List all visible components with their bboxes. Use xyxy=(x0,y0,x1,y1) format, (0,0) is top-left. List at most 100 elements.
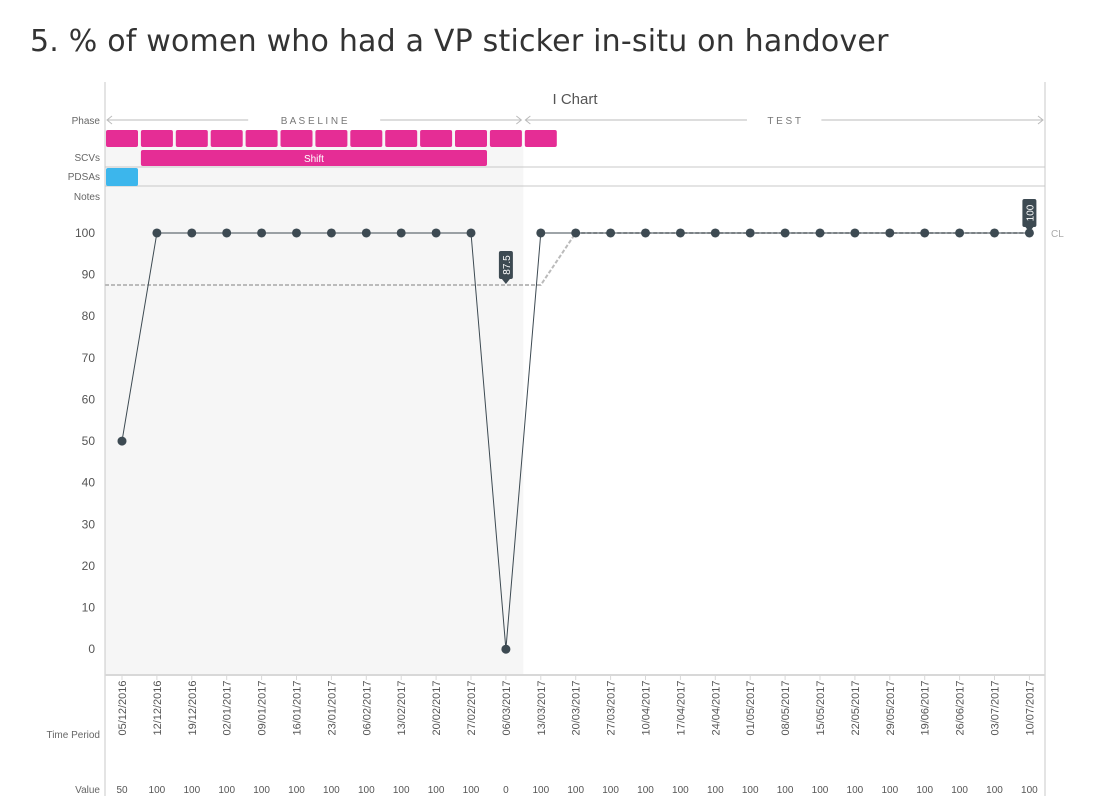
scv-block xyxy=(489,130,522,147)
x-tick-label: 05/12/2016 xyxy=(117,680,129,735)
data-point xyxy=(990,228,999,238)
x-tick-label: 16/01/2017 xyxy=(292,680,304,735)
data-point xyxy=(222,228,232,238)
shift-label: Shift xyxy=(304,154,324,165)
x-tick-label: 12/12/2016 xyxy=(152,680,164,735)
x-tick-label: 10/07/2017 xyxy=(1024,680,1036,735)
value-cell: 100 xyxy=(812,785,829,796)
chart-title: I Chart xyxy=(552,91,598,108)
notes-row-label: Notes xyxy=(74,192,100,203)
x-tick-label: 19/06/2017 xyxy=(920,680,932,735)
x-tick-label: 27/02/2017 xyxy=(466,680,478,735)
value-cell: 100 xyxy=(428,785,445,796)
value-cell: 50 xyxy=(116,785,128,796)
scv-row-label: SCVs xyxy=(74,153,100,164)
value-cell: 100 xyxy=(463,785,480,796)
y-tick-label: 90 xyxy=(82,268,96,282)
data-point xyxy=(117,436,127,446)
data-point xyxy=(571,228,581,238)
scv-block xyxy=(315,130,348,147)
data-point xyxy=(920,228,930,238)
page-title: 5. % of women who had a VP sticker in-si… xyxy=(30,24,889,59)
y-tick-label: 60 xyxy=(82,392,96,406)
scv-block xyxy=(524,130,557,147)
value-cell: 100 xyxy=(358,785,375,796)
pdsa-block xyxy=(106,168,138,186)
scv-block xyxy=(385,130,418,147)
x-tick-label: 10/04/2017 xyxy=(641,680,653,735)
scv-block xyxy=(106,130,138,147)
x-tick-label: 20/03/2017 xyxy=(571,680,583,735)
data-point xyxy=(885,228,895,238)
data-point xyxy=(641,228,650,238)
value-cell: 100 xyxy=(847,785,864,796)
x-tick-label: 03/07/2017 xyxy=(990,680,1002,735)
scv-block xyxy=(140,130,173,147)
x-tick-label: 06/02/2017 xyxy=(361,680,373,735)
scv-block xyxy=(350,130,383,147)
x-tick-label: 08/05/2017 xyxy=(780,680,792,735)
value-cell: 100 xyxy=(602,785,619,796)
data-point xyxy=(955,228,965,238)
scv-block xyxy=(280,130,313,147)
pdsa-row-label: PDSAs xyxy=(68,172,100,183)
data-point xyxy=(745,228,755,238)
x-tick-label: 17/04/2017 xyxy=(675,680,687,735)
phase-name: T E S T xyxy=(767,116,801,127)
data-point xyxy=(675,228,685,238)
data-point xyxy=(431,228,441,238)
value-cell: 100 xyxy=(567,785,584,796)
x-tick-label: 26/06/2017 xyxy=(955,680,967,735)
point-callout: 87.5 xyxy=(498,251,513,284)
value-cell: 100 xyxy=(742,785,759,796)
baseline-shading xyxy=(105,130,524,675)
value-row-label: Value xyxy=(75,785,100,796)
phase-arrow-right xyxy=(1037,115,1044,125)
value-cell: 100 xyxy=(1021,785,1038,796)
y-tick-label: 30 xyxy=(82,517,96,531)
scv-block xyxy=(210,130,243,147)
data-point xyxy=(780,228,790,238)
x-tick-label: 24/04/2017 xyxy=(710,680,722,735)
phase-arrow-right xyxy=(516,115,523,125)
y-tick-label: 10 xyxy=(82,601,96,615)
value-cell: 100 xyxy=(149,785,166,796)
data-point xyxy=(815,228,825,238)
y-tick-label: 80 xyxy=(82,309,96,323)
x-tick-label: 20/02/2017 xyxy=(431,680,443,735)
value-cell: 100 xyxy=(393,785,410,796)
value-cell: 100 xyxy=(916,785,933,796)
callout-box xyxy=(1022,198,1037,227)
x-tick-label: 09/01/2017 xyxy=(257,680,269,735)
value-cell: 100 xyxy=(323,785,340,796)
data-point xyxy=(501,644,511,654)
phase-arrow-left xyxy=(524,115,531,125)
y-tick-label: 50 xyxy=(82,434,96,448)
y-tick-label: 40 xyxy=(82,476,96,490)
center-line-label: CL xyxy=(1051,229,1064,240)
data-point xyxy=(850,228,860,238)
data-point xyxy=(257,228,267,238)
scv-block xyxy=(245,130,278,147)
callout-box xyxy=(498,251,513,279)
data-point xyxy=(536,228,546,238)
callout-label: 87.5 xyxy=(502,255,513,275)
callout-pointer xyxy=(1025,226,1034,232)
data-point xyxy=(396,228,406,238)
x-tick-label: 22/05/2017 xyxy=(850,680,862,735)
scv-block xyxy=(420,130,453,147)
value-cell: 0 xyxy=(503,785,509,796)
data-point xyxy=(361,228,371,238)
point-callout: 100 xyxy=(1022,198,1037,232)
value-cell: 100 xyxy=(218,785,235,796)
scv-block xyxy=(455,130,487,147)
center-line xyxy=(105,231,1030,286)
data-point xyxy=(1024,228,1034,238)
callout-pointer xyxy=(501,279,510,284)
y-tick-label: 70 xyxy=(82,351,96,365)
x-tick-label: 02/01/2017 xyxy=(222,680,234,735)
y-tick-label: 100 xyxy=(75,226,95,240)
value-cell: 100 xyxy=(707,785,724,796)
value-cell: 100 xyxy=(253,785,270,796)
data-point xyxy=(326,228,336,238)
